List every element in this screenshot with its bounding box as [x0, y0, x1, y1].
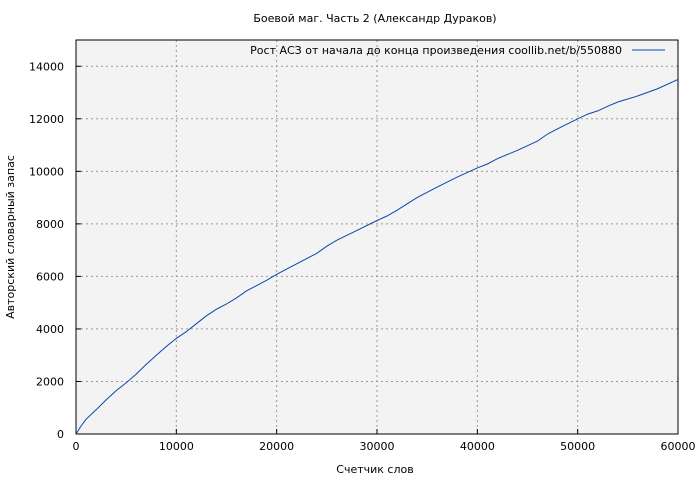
- y-tick-label: 10000: [29, 165, 64, 178]
- y-tick-label: 12000: [29, 113, 64, 126]
- y-tick-label: 0: [57, 428, 64, 441]
- chart-title: Боевой маг. Часть 2 (Александр Дураков): [253, 12, 496, 25]
- ticks: 0 10000 20000 30000 40000 50000 60000 0 2000 4000…: [29, 60, 696, 453]
- x-tick-label: 60000: [661, 440, 696, 453]
- y-tick-label: 6000: [36, 270, 64, 283]
- y-tick-label: 8000: [36, 218, 64, 231]
- x-tick-label: 10000: [159, 440, 194, 453]
- x-axis-label: Счетчик слов: [336, 463, 413, 476]
- y-axis-label: Авторский словарный запас: [4, 155, 17, 319]
- y-tick-label: 4000: [36, 323, 64, 336]
- grid: [76, 40, 678, 434]
- x-tick-label: 50000: [560, 440, 595, 453]
- series-line: [75, 78, 679, 435]
- x-tick-label: 0: [73, 440, 80, 453]
- legend-label: Рост АСЗ от начала до конца произведения…: [250, 44, 622, 57]
- x-tick-label: 30000: [360, 440, 395, 453]
- x-tick-label: 20000: [259, 440, 294, 453]
- y-tick-label: 2000: [36, 375, 64, 388]
- x-tick-label: 40000: [460, 440, 495, 453]
- y-tick-label: 14000: [29, 60, 64, 73]
